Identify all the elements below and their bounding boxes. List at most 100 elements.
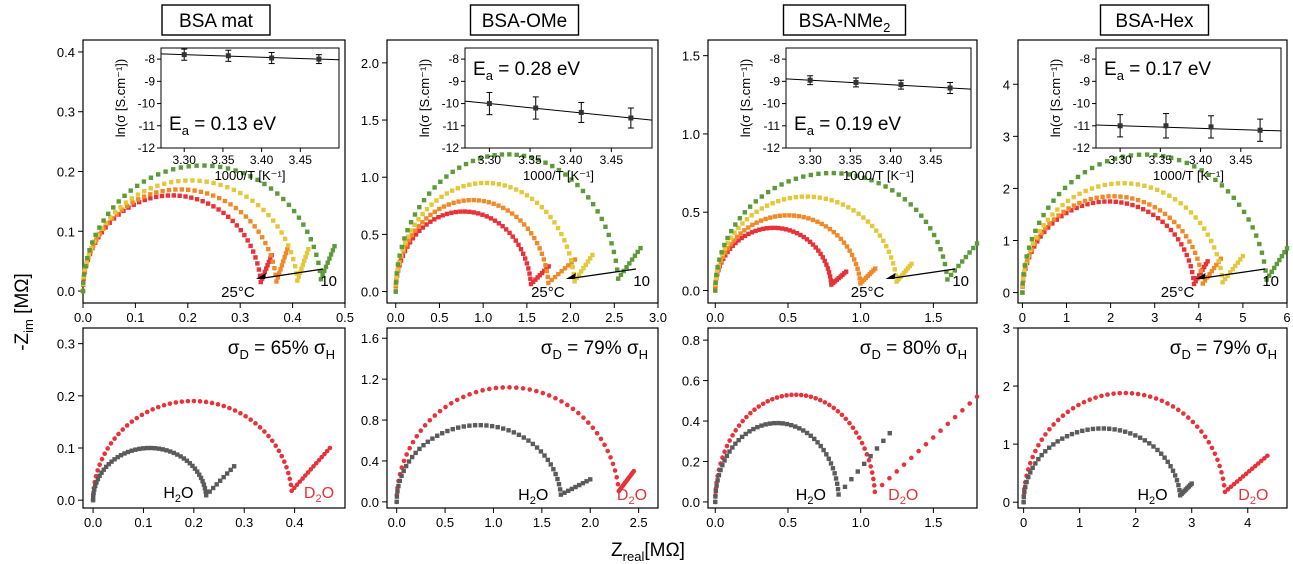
temperature-series-1-point: [226, 214, 231, 219]
d2o-point: [513, 385, 519, 390]
d2o-point: [546, 393, 552, 398]
temperature-series-3-point: [1161, 190, 1166, 195]
d2o-point: [1234, 479, 1240, 484]
d2o-point: [480, 388, 485, 393]
temperature-series-4-point: [90, 240, 95, 245]
d2o-point: [1060, 413, 1066, 419]
d2o-point: [473, 389, 479, 395]
temperature-series-2-point: [1218, 256, 1224, 261]
temperature-series-3-point: [728, 235, 734, 240]
panels: BSA mat 0.0 0.1 0.2 0.3 0.4 0.5 0.0 0.1 0.2 0.3 0.4…: [57, 4, 1291, 530]
bottom-xtick-label: 0.0: [84, 515, 102, 530]
d2o-point: [553, 395, 558, 401]
inset-ytick-label: -8: [144, 52, 155, 66]
temperature-series-3-point: [266, 212, 271, 218]
bottom-xtick-label: 0.3: [235, 515, 253, 530]
d2o-point: [454, 397, 460, 403]
temperature-series-3-point: [1222, 276, 1228, 282]
temperature-series-3-point: [225, 184, 230, 190]
temperature-series-2-point: [546, 280, 551, 286]
d2o-point: [631, 468, 637, 474]
temperature-series-1-point: [1193, 278, 1198, 284]
d2o-point: [284, 464, 289, 470]
h2o-point: [1170, 468, 1176, 473]
d2o-point: [276, 448, 282, 454]
temperature-series-1-point: [265, 263, 270, 268]
temperature-series-1-point: [1074, 205, 1079, 211]
temperature-series-4-point: [426, 191, 432, 196]
d2o-point: [779, 393, 785, 399]
d2o-point: [120, 427, 126, 432]
inset-ylabel: ln(σ [S.cm⁻¹]): [1048, 59, 1063, 137]
bottom-ytick-label: 1: [1003, 437, 1010, 452]
temperature-series-4-point: [1184, 160, 1189, 166]
temperature-series-4-point: [417, 204, 422, 210]
temperature-series-4-point: [320, 272, 325, 278]
d2o-point: [129, 419, 135, 424]
h2o-point: [440, 431, 445, 436]
h2o-point: [548, 462, 553, 467]
inset-ytick-label: -8: [448, 52, 459, 66]
temperature-series-1-point: [148, 196, 153, 201]
d2o-point: [1185, 415, 1191, 420]
top-xtick-label: 1.5: [518, 310, 536, 325]
temperature-series-2-point: [559, 269, 564, 274]
temperature-series-3-point: [84, 259, 89, 265]
h2o-point: [716, 472, 722, 478]
temperature-series-4-point: [1206, 172, 1211, 178]
temperature-series-1-point: [1059, 214, 1064, 219]
temperature-series-3-point: [781, 197, 787, 202]
h2o-point: [784, 421, 790, 427]
bottom-ytick-label: 0.4: [682, 414, 700, 429]
d2o-point: [116, 431, 121, 437]
temperature-series-1-point: [1107, 199, 1113, 204]
d2o-point: [612, 468, 618, 473]
temperature-series-2-point: [1162, 211, 1168, 217]
d2o-point: [418, 428, 424, 433]
bottom-ytick-label: 0.8: [682, 333, 700, 348]
h2o-point: [577, 482, 582, 488]
temperature-series-4-point: [1128, 153, 1134, 158]
d2o-point: [1255, 461, 1261, 466]
temperature-series-2-point: [728, 242, 733, 247]
temperature-series-1-point: [1191, 275, 1196, 281]
temperature-series-4-point: [902, 197, 908, 202]
d2o-point: [850, 425, 856, 431]
temperature-series-4-point: [1257, 241, 1262, 247]
temperature-series-2-point: [532, 235, 537, 241]
temperature-series-3-point: [1148, 185, 1154, 190]
temperature-series-2-point: [228, 202, 233, 207]
temperature-series-4-point: [1120, 154, 1126, 159]
temperature-series-1-point: [1164, 223, 1170, 228]
arrow-label-10: 10: [633, 273, 650, 290]
temperature-series-3-point: [865, 219, 871, 224]
inset-frame: [160, 47, 340, 149]
temperature-series-1-point: [768, 225, 773, 231]
d2o-point: [308, 467, 314, 472]
temperature-series-2-point: [791, 213, 797, 218]
temperature-series-1-point: [255, 261, 260, 266]
temperature-series-4-point: [186, 164, 191, 169]
temperature-series-1-point: [764, 226, 770, 231]
h2o-point: [881, 438, 886, 444]
temperature-series-1-point: [749, 230, 755, 235]
h2o-point: [713, 488, 719, 494]
h2o-point: [178, 454, 183, 459]
temperature-series-4-point: [624, 264, 629, 270]
inset-xtick-label: 3.40: [559, 153, 583, 167]
h2o-point: [824, 452, 829, 457]
d2o-point: [1249, 466, 1255, 471]
d2o-point: [112, 436, 117, 441]
d2o-point: [872, 489, 878, 495]
temperature-series-3-point: [564, 244, 570, 249]
h2o-point: [187, 461, 192, 466]
temperature-series-4-point: [801, 174, 806, 179]
temperature-series-1-point: [211, 204, 216, 209]
h2o-label: H2O: [796, 487, 826, 507]
temperature-series-3-point: [103, 220, 108, 226]
d2o-point: [614, 474, 619, 480]
h2o-point: [399, 473, 404, 479]
d2o-point: [1027, 460, 1033, 466]
temperature-series-3-point: [905, 266, 911, 271]
temperature-series-4-point: [779, 182, 784, 187]
